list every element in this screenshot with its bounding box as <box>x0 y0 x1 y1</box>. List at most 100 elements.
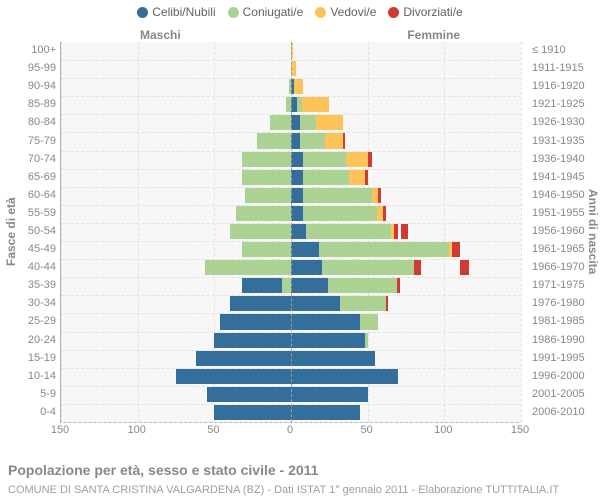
legend-label: Divorziati/e <box>403 5 462 19</box>
cohort-year-label: 1946-1950 <box>532 190 600 201</box>
legend-item: Coniugati/e <box>228 5 304 19</box>
bar-segment <box>291 224 306 239</box>
bar-segment <box>401 224 407 239</box>
x-tick-label: 50 <box>207 424 219 436</box>
age-label: 85-89 <box>0 99 56 110</box>
bar-segment <box>291 351 375 366</box>
bar-segment <box>365 170 368 185</box>
cohort-year-label: 1961-1965 <box>532 244 600 255</box>
age-label: 60-64 <box>0 190 56 201</box>
legend-swatch <box>315 7 326 18</box>
x-tick-label: 100 <box>127 424 145 436</box>
cohort-year-label: 1911-1915 <box>532 63 600 74</box>
cohort-year-label: 1936-1940 <box>532 154 600 165</box>
age-label: 20-24 <box>0 335 56 346</box>
bar-segment <box>360 314 378 329</box>
cohort-year-label: 1986-1990 <box>532 335 600 346</box>
bar-segment <box>386 296 388 311</box>
x-tick-label: 150 <box>51 424 69 436</box>
bar-segment <box>291 296 340 311</box>
age-label: 0-4 <box>0 407 56 418</box>
bar-segment <box>303 206 377 221</box>
bar-segment <box>300 133 325 148</box>
y-ticks-age: 100+95-9990-9485-8980-8475-7970-7465-696… <box>0 42 56 422</box>
bar-segment <box>291 115 300 130</box>
bar-segment <box>303 152 346 167</box>
cohort-year-label: 1916-1920 <box>532 81 600 92</box>
x-tick-label: 100 <box>434 424 452 436</box>
bar-segment <box>196 351 291 366</box>
cohort-year-label: 1981-1985 <box>532 316 600 327</box>
x-tick-label: 150 <box>511 424 529 436</box>
males-header: Maschi <box>140 28 181 42</box>
bar-segment <box>300 115 315 130</box>
legend-label: Vedovi/e <box>330 5 376 19</box>
cohort-year-label: 1951-1955 <box>532 208 600 219</box>
legend-label: Coniugati/e <box>243 5 304 19</box>
bar-segment <box>214 405 291 420</box>
cohort-year-label: 1996-2000 <box>532 371 600 382</box>
bar-segment <box>294 79 303 94</box>
legend-item: Divorziati/e <box>388 5 462 19</box>
bar-segment <box>291 387 368 402</box>
legend-swatch <box>388 7 399 18</box>
bar-segment <box>291 152 303 167</box>
bar-segment <box>340 296 386 311</box>
bar-segment <box>368 152 373 167</box>
population-pyramid-chart: Celibi/Nubili Coniugati/e Vedovi/e Divorzia… <box>0 0 600 500</box>
bar-segment <box>397 278 400 293</box>
bar-segment <box>303 170 349 185</box>
legend-swatch <box>228 7 239 18</box>
bar-segment <box>214 333 291 348</box>
cohort-year-label: ≤ 1910 <box>532 45 600 56</box>
bar-segment <box>328 278 397 293</box>
age-label: 25-29 <box>0 316 56 327</box>
bar-segment <box>291 242 319 257</box>
bar-segment <box>207 387 291 402</box>
bar-segment <box>452 242 460 257</box>
bar-segment <box>322 260 414 275</box>
y-ticks-years: ≤ 19101911-19151916-19201921-19251926-19… <box>532 42 600 422</box>
bar-segment <box>349 170 364 185</box>
bar-segment <box>325 133 343 148</box>
x-tick-label: 50 <box>361 424 373 436</box>
bar-segment <box>291 278 328 293</box>
bar-segment <box>378 188 381 203</box>
legend-swatch <box>137 7 148 18</box>
bar-segment <box>291 133 300 148</box>
age-label: 30-34 <box>0 298 56 309</box>
bar-segment <box>319 242 449 257</box>
age-label: 95-99 <box>0 63 56 74</box>
bar-segment <box>176 369 291 384</box>
bar-segment <box>291 188 303 203</box>
legend-item: Celibi/Nubili <box>137 5 215 19</box>
bar-segment <box>302 97 330 112</box>
plot-area <box>60 42 521 423</box>
age-label: 10-14 <box>0 371 56 382</box>
legend-item: Vedovi/e <box>315 5 376 19</box>
age-label: 75-79 <box>0 136 56 147</box>
bar-segment <box>414 260 422 275</box>
legend: Celibi/Nubili Coniugati/e Vedovi/e Divorzia… <box>0 4 600 19</box>
cohort-year-label: 2001-2005 <box>532 389 600 400</box>
bar-segment <box>365 333 368 348</box>
cohort-year-label: 1971-1975 <box>532 280 600 291</box>
females-header: Femmine <box>407 28 460 42</box>
cohort-year-label: 1931-1935 <box>532 136 600 147</box>
bar-segment <box>220 314 291 329</box>
age-label: 15-19 <box>0 353 56 364</box>
bar-segment <box>291 314 360 329</box>
bar-segment <box>291 170 303 185</box>
bar-segment <box>346 152 367 167</box>
bar-segment <box>291 206 303 221</box>
legend-label: Celibi/Nubili <box>152 5 215 19</box>
age-label: 40-44 <box>0 262 56 273</box>
bar-segment <box>303 188 372 203</box>
cohort-year-label: 1976-1980 <box>532 298 600 309</box>
bar-segment <box>460 260 469 275</box>
bar-segment <box>291 333 365 348</box>
age-label: 35-39 <box>0 280 56 291</box>
cohort-year-label: 1991-1995 <box>532 353 600 364</box>
bar-segment <box>291 405 360 420</box>
age-label: 70-74 <box>0 154 56 165</box>
